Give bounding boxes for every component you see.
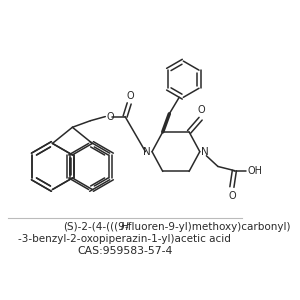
- Text: CAS:959583-57-4: CAS:959583-57-4: [77, 246, 172, 256]
- Text: N: N: [201, 147, 209, 157]
- Text: (S)-2-(4-(((9: (S)-2-(4-(((9: [63, 222, 125, 232]
- Text: OH: OH: [248, 166, 262, 176]
- Text: N: N: [142, 147, 150, 157]
- Text: O: O: [228, 191, 236, 201]
- Text: O: O: [107, 112, 115, 122]
- Text: O: O: [126, 91, 134, 101]
- Text: -fluoren-9-yl)methoxy)carbonyl): -fluoren-9-yl)methoxy)carbonyl): [125, 222, 291, 232]
- Text: -3-benzyl-2-oxopiperazin-1-yl)acetic acid: -3-benzyl-2-oxopiperazin-1-yl)acetic aci…: [18, 234, 231, 244]
- Text: O: O: [198, 105, 205, 116]
- Text: H: H: [121, 222, 129, 232]
